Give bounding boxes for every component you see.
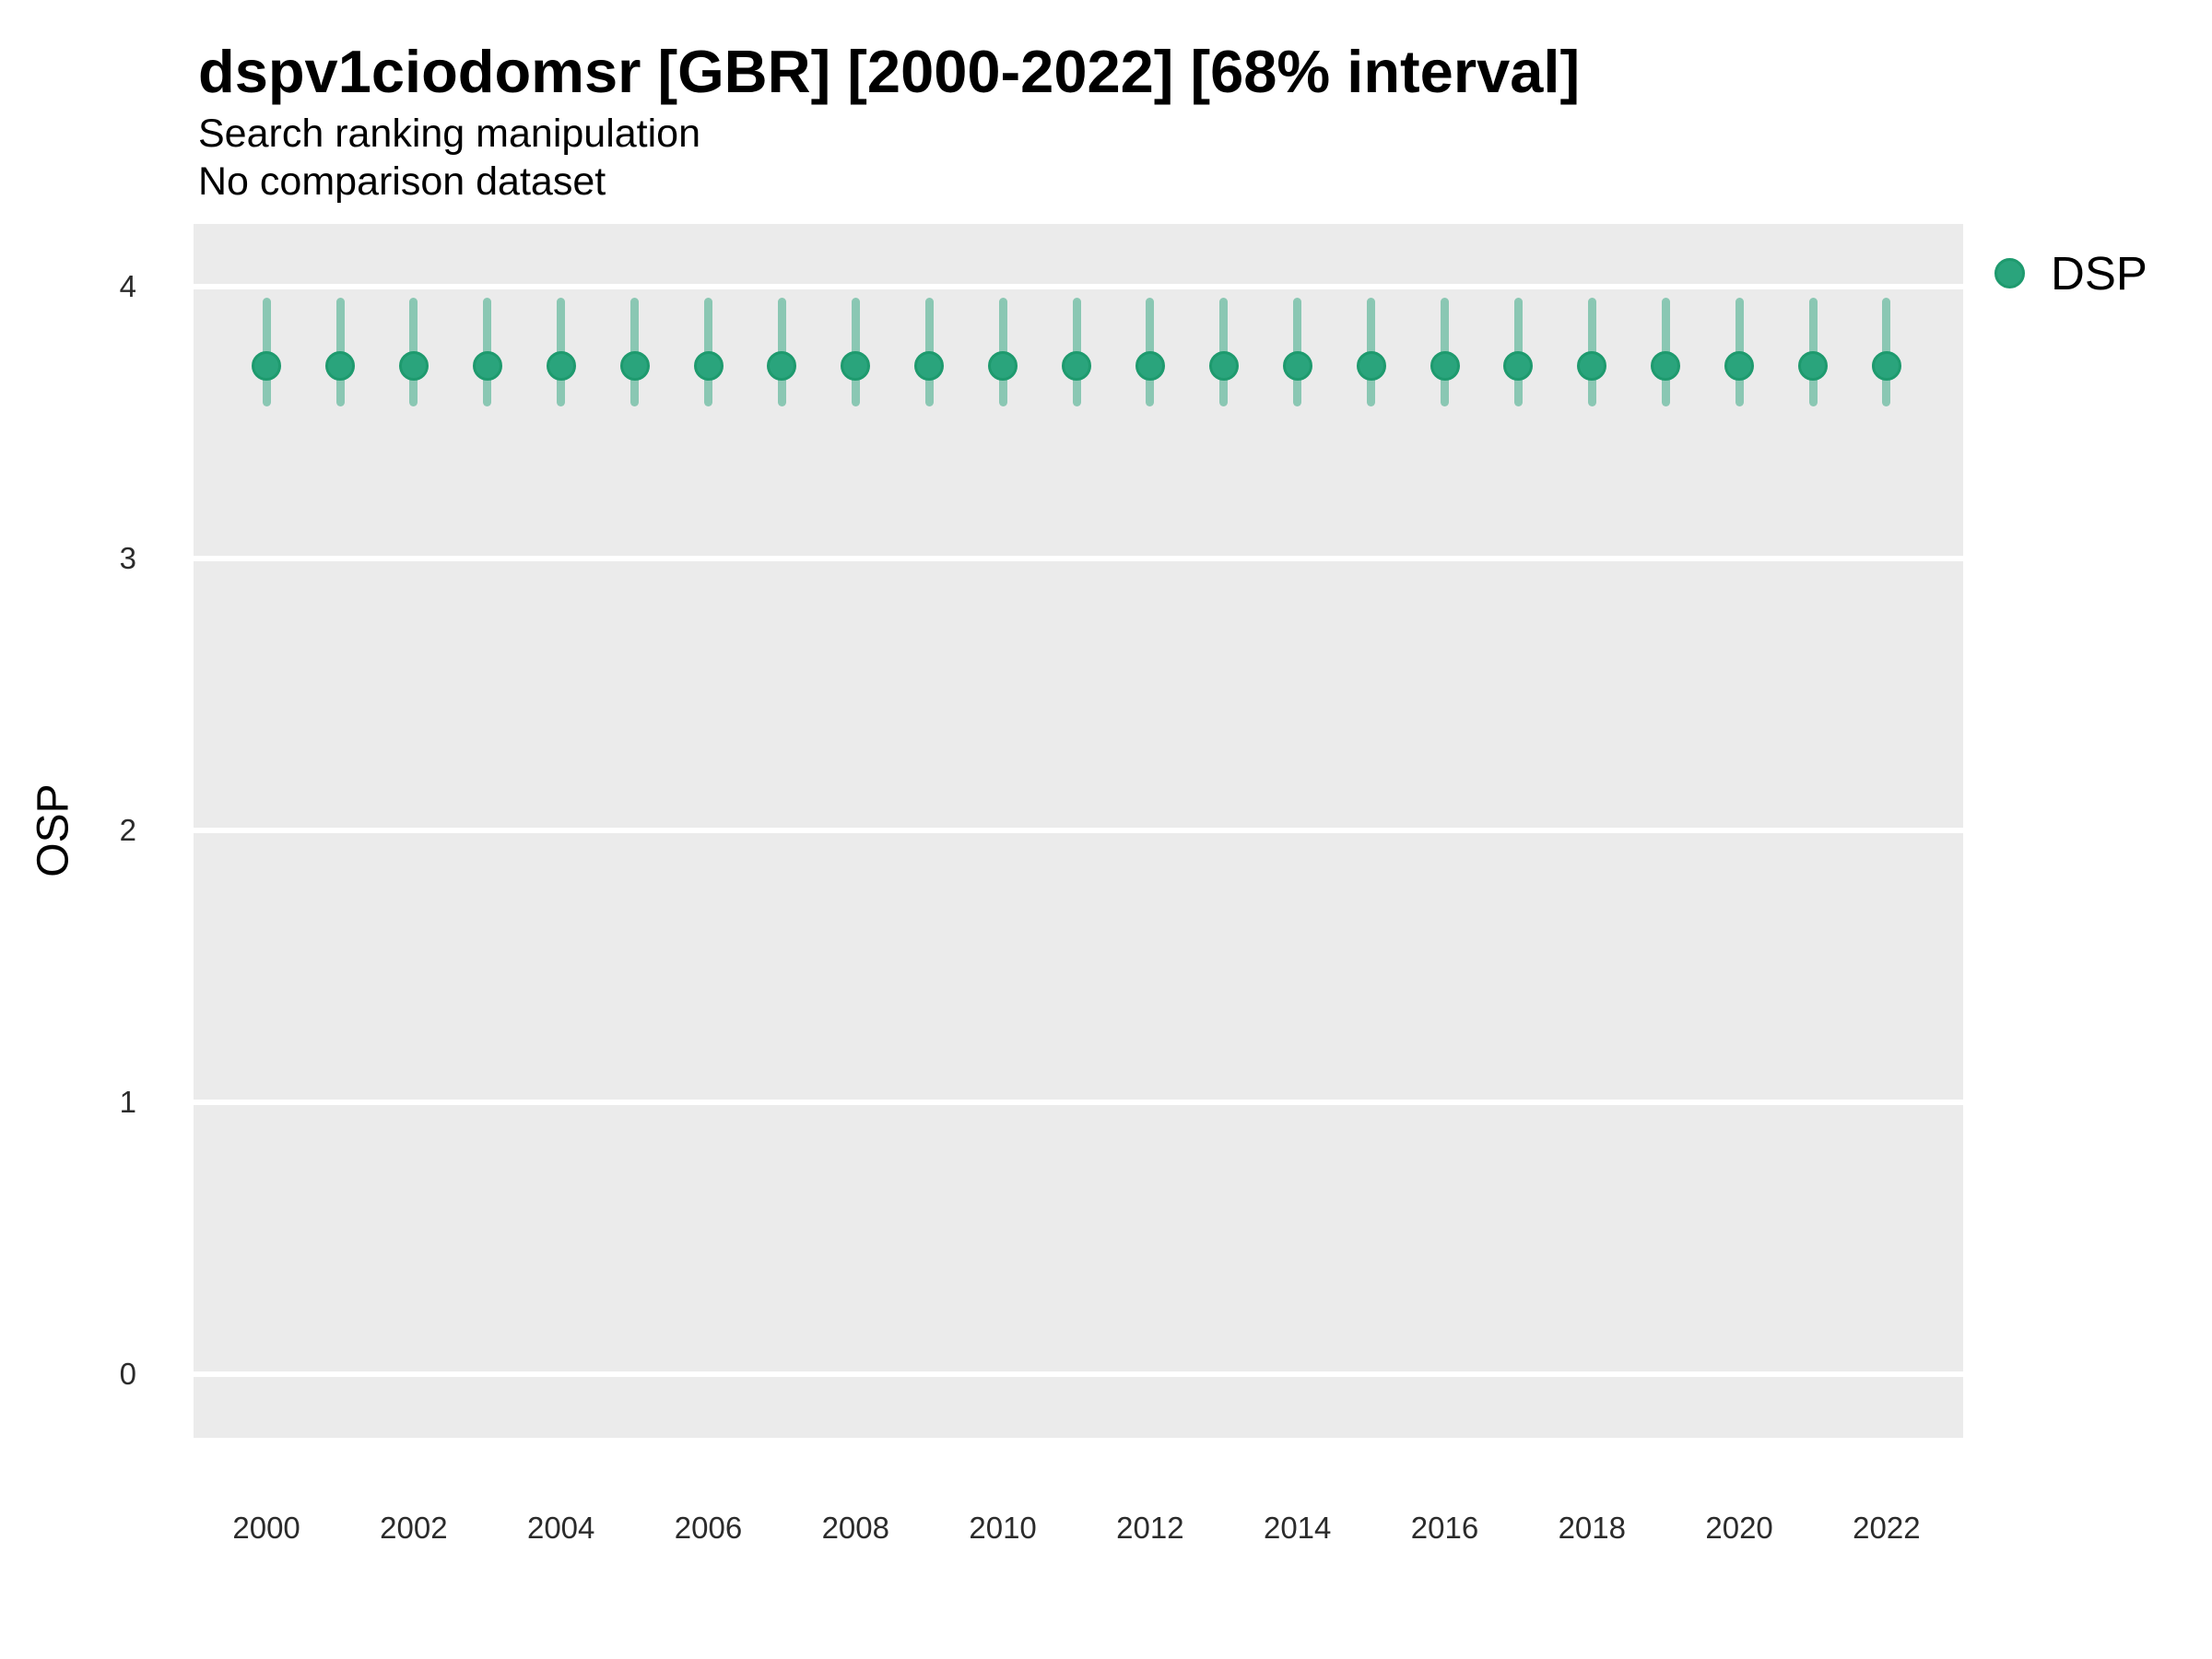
x-tick-label-2014: 2014 <box>1263 1511 1332 1545</box>
point-2020 <box>1724 350 1755 381</box>
y-tick-label-4: 4 <box>119 268 136 303</box>
point-2019 <box>1651 350 1681 381</box>
legend-label: DSP <box>2051 247 2147 300</box>
y-tick-label-3: 3 <box>119 540 136 575</box>
point-2001 <box>325 350 355 381</box>
point-2007 <box>767 350 797 381</box>
y-tick-label-1: 1 <box>119 1084 136 1119</box>
x-tick-label-2022: 2022 <box>1853 1511 1921 1545</box>
point-2012 <box>1135 350 1165 381</box>
point-2003 <box>472 350 502 381</box>
chart-subtitle: Search ranking manipulation <box>198 112 700 156</box>
point-2006 <box>693 350 724 381</box>
gridline-y-1 <box>194 1099 1963 1105</box>
point-2011 <box>1062 350 1091 381</box>
point-2010 <box>988 350 1018 381</box>
x-tick-label-2006: 2006 <box>674 1511 743 1545</box>
point-2009 <box>914 350 945 381</box>
gridline-y-2 <box>194 827 1963 833</box>
gridline-y-3 <box>194 555 1963 561</box>
x-tick-label-2010: 2010 <box>969 1511 1037 1545</box>
x-tick-label-2020: 2020 <box>1705 1511 1773 1545</box>
x-tick-label-2004: 2004 <box>526 1511 595 1545</box>
x-tick-label-2018: 2018 <box>1558 1511 1626 1545</box>
point-2008 <box>841 350 871 381</box>
gridline-y-4 <box>194 283 1963 289</box>
legend-point-icon <box>1994 258 2025 288</box>
point-2017 <box>1503 350 1534 381</box>
point-2022 <box>1871 350 1901 381</box>
x-tick-label-2012: 2012 <box>1116 1511 1184 1545</box>
point-2021 <box>1798 350 1828 381</box>
point-2015 <box>1356 350 1386 381</box>
point-2004 <box>546 350 576 381</box>
y-tick-label-2: 2 <box>119 812 136 847</box>
legend: DSP <box>1994 250 2147 297</box>
plot-panel <box>194 224 1963 1438</box>
x-tick-label-2008: 2008 <box>821 1511 889 1545</box>
y-tick-label-0: 0 <box>119 1356 136 1391</box>
point-2016 <box>1430 350 1460 381</box>
x-tick-label-2000: 2000 <box>232 1511 300 1545</box>
point-2013 <box>1208 350 1239 381</box>
chart-title: dspv1ciodomsr [GBR] [2000-2022] [68% int… <box>198 38 1581 105</box>
point-2018 <box>1577 350 1607 381</box>
x-tick-label-2002: 2002 <box>380 1511 448 1545</box>
point-2005 <box>619 350 650 381</box>
point-2000 <box>252 350 282 381</box>
gridline-y-0 <box>194 1371 1963 1377</box>
x-tick-label-2016: 2016 <box>1410 1511 1479 1545</box>
chart-note: No comparison dataset <box>198 159 606 204</box>
point-2014 <box>1282 350 1312 381</box>
point-2002 <box>398 350 429 381</box>
